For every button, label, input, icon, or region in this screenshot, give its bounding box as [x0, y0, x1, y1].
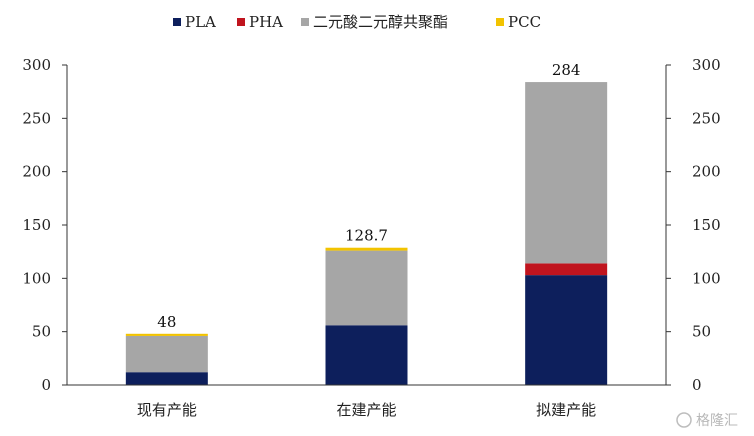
right-y-axis: 0 50 100 150 200 250 300: [665, 56, 721, 394]
bar-segment: [125, 333, 208, 336]
right-tick-label: 300: [692, 56, 721, 74]
watermark-logo-icon: [676, 412, 692, 428]
legend-label-2: 二元酸二元醇共聚酯: [313, 13, 448, 31]
left-tick-label: 150: [22, 216, 51, 234]
left-tick-label: 50: [32, 323, 51, 341]
watermark: 格隆汇: [676, 412, 738, 429]
left-y-axis: 0 50 100 150 200 250 300: [22, 56, 68, 394]
bar-total-label: 48: [157, 313, 176, 331]
category-label: 在建产能: [336, 401, 396, 419]
right-tick-label: 200: [692, 163, 721, 181]
legend: PLA PHA 二元酸二元醇共聚酯 PCC: [173, 13, 541, 31]
x-axis: 现有产能 在建产能 拟建产能: [67, 384, 666, 419]
bar-segment: [125, 372, 208, 385]
bars: 48 128.7 284: [125, 61, 608, 385]
category-label: 拟建产能: [536, 401, 596, 419]
legend-label-0: PLA: [185, 13, 216, 31]
left-tick-label: 250: [22, 109, 51, 127]
watermark-text: 格隆汇: [696, 413, 738, 429]
right-tick-label: 250: [692, 109, 721, 127]
bar-total-label: 284: [552, 61, 581, 79]
bar-segment: [525, 263, 608, 276]
left-tick-label: 100: [22, 269, 51, 287]
legend-swatch-0: [173, 18, 181, 26]
right-tick-label: 50: [692, 323, 711, 341]
legend-label-1: PHA: [249, 13, 283, 31]
right-tick-label: 100: [692, 269, 721, 287]
bar-segment: [325, 250, 408, 326]
legend-label-3: PCC: [508, 13, 541, 31]
left-tick-label: 200: [22, 163, 51, 181]
legend-swatch-3: [496, 18, 504, 26]
right-tick-label: 0: [692, 376, 702, 394]
right-tick-label: 150: [692, 216, 721, 234]
bar-segment: [325, 325, 408, 385]
bar-total-label: 128.7: [345, 227, 388, 245]
bar-segment: [325, 247, 408, 251]
bar-segment: [125, 335, 208, 373]
left-tick-label: 300: [22, 56, 51, 74]
bar-segment: [525, 275, 608, 385]
legend-swatch-2: [301, 18, 309, 26]
legend-swatch-1: [237, 18, 245, 26]
bar-segment: [525, 82, 608, 264]
category-label: 现有产能: [137, 401, 197, 419]
left-tick-label: 0: [41, 376, 51, 394]
